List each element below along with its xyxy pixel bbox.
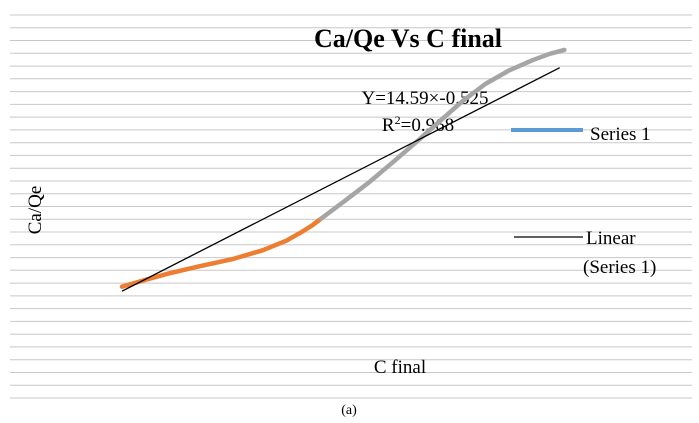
y-axis-label: Ca/Qe	[25, 186, 46, 235]
series-layer	[119, 47, 567, 292]
legend-linear-label-line1: Linear	[586, 228, 636, 249]
chart-title: Ca/Qe Vs C final	[314, 24, 502, 53]
series1-segment-1	[119, 216, 324, 289]
gridlines	[10, 14, 692, 399]
legend: Series 1 Linear (Series 1)	[511, 124, 656, 278]
r-squared-prefix: R	[382, 115, 395, 136]
r-squared-exponent: 2	[395, 113, 401, 127]
legend-series1-label: Series 1	[590, 124, 651, 145]
series1-segment-2	[318, 47, 567, 221]
x-axis-label: C final	[374, 357, 426, 378]
figure-caption: (a)	[341, 403, 357, 418]
linear-trendline	[121, 67, 560, 292]
legend-linear-label-line2: (Series 1)	[583, 257, 656, 278]
